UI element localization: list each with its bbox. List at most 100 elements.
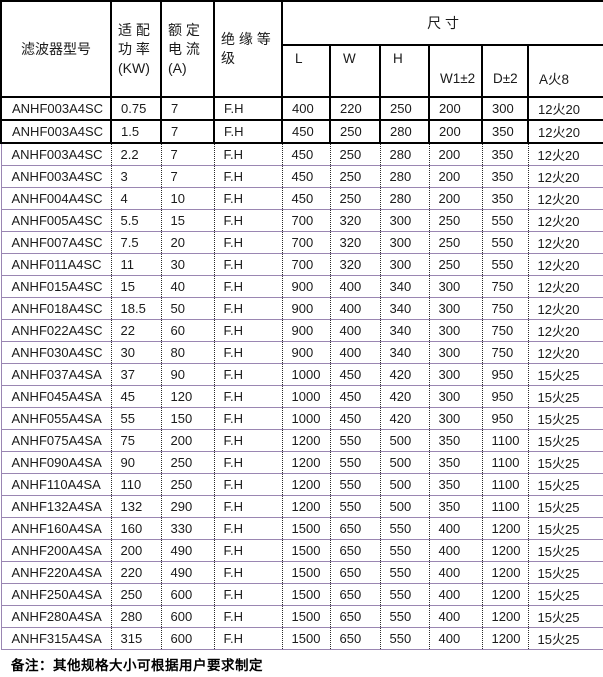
cell-dim-w1: 400 [428,517,482,540]
cell-current-a: 120 [160,385,214,408]
table-header: 滤波器型号 适 配 功 率 (KW) 额 定 电 流 (A) 绝 缘 等 级 尺… [0,0,603,98]
cell-dim-a: 15火25 [527,495,603,518]
table-row: ANHF075A4SA 75 200 F.H 1200 550 500 350 1100 15火2… [0,429,603,452]
cell-dim-l: 900 [281,275,330,298]
cell-dim-d: 1100 [481,429,528,452]
cell-power-kw: 220 [110,561,161,584]
table-row: ANHF005A4SC 5.5 15 F.H 700 320 300 250 550 12火20 [0,209,603,232]
cell-dim-d: 350 [481,187,528,210]
table-row: ANHF003A4SC 1.5 7 F.H 450 250 280 200 350 12火20 [0,119,603,144]
table-row: ANHF220A4SA 220 490 F.H 1500 650 550 400 1200 15火… [0,561,603,584]
cell-dim-d: 350 [481,165,528,188]
cell-dim-h: 420 [379,407,429,430]
cell-dim-w: 650 [329,583,380,606]
table-row: ANHF030A4SC 30 80 F.H 900 400 340 300 750 12火20 [0,341,603,364]
cell-power-kw: 5.5 [110,209,161,232]
cell-dim-w1: 300 [428,319,482,342]
cell-dim-h: 340 [379,297,429,320]
table-row: ANHF250A4SA 250 600 F.H 1500 650 550 400 1200 15火… [0,583,603,606]
cell-dim-d: 550 [481,231,528,254]
cell-power-kw: 22 [110,319,161,342]
cell-dim-a: 12火20 [527,209,603,232]
cell-dim-w: 400 [329,275,380,298]
cell-dim-d: 950 [481,363,528,386]
table-row: ANHF011A4SC 11 30 F.H 700 320 300 250 550 12火20 [0,253,603,276]
cell-dim-d: 1200 [481,605,528,628]
header-insulation-grade: 绝 缘 等 级 [213,0,283,98]
cell-dim-h: 300 [379,231,429,254]
cell-insulation-grade: F.H [213,539,282,562]
cell-dim-d: 750 [481,275,528,298]
cell-dim-l: 900 [281,341,330,364]
cell-model: ANHF250A4SA [0,583,111,606]
cell-dim-d: 950 [481,407,528,430]
cell-current-a: 30 [160,253,214,276]
header-current-a: 额 定 电 流 (A) [160,0,215,98]
cell-dim-d: 1200 [481,627,528,650]
table-row: ANHF004A4SC 4 10 F.H 450 250 280 200 350 12火20 [0,187,603,210]
cell-insulation-grade: F.H [213,495,282,518]
cell-dim-h: 300 [379,209,429,232]
cell-dim-w1: 350 [428,429,482,452]
cell-dim-d: 1200 [481,539,528,562]
cell-dim-w: 400 [329,341,380,364]
cell-dim-h: 250 [379,96,430,121]
cell-dim-w1: 250 [428,231,482,254]
cell-dim-d: 350 [481,119,529,144]
cell-dim-l: 1000 [281,363,330,386]
cell-dim-w: 650 [329,627,380,650]
cell-current-a: 50 [160,297,214,320]
cell-model: ANHF037A4SA [0,363,111,386]
cell-power-kw: 15 [110,275,161,298]
cell-power-kw: 110 [110,473,161,496]
cell-power-kw: 160 [110,517,161,540]
table-row: ANHF110A4SA 110 250 F.H 1200 550 500 350 1100 15火… [0,473,603,496]
cell-model: ANHF003A4SC [0,96,112,121]
table-row: ANHF280A4SA 280 600 F.H 1500 650 550 400 1200 15火… [0,605,603,628]
cell-dim-h: 280 [379,142,429,166]
cell-insulation-grade: F.H [213,275,282,298]
cell-insulation-grade: F.H [213,605,282,628]
cell-power-kw: 4 [110,187,161,210]
table-row: ANHF018A4SC 18.5 50 F.H 900 400 340 300 750 12火20 [0,297,603,320]
cell-model: ANHF018A4SC [0,297,111,320]
table-row: ANHF015A4SC 15 40 F.H 900 400 340 300 750 12火20 [0,275,603,298]
cell-dim-l: 450 [281,119,331,144]
cell-model: ANHF004A4SC [0,187,111,210]
table-row: ANHF200A4SA 200 490 F.H 1500 650 550 400 1200 15火… [0,539,603,562]
cell-power-kw: 3 [110,165,161,188]
cell-dim-w1: 300 [428,385,482,408]
cell-insulation-grade: F.H [213,429,282,452]
cell-model: ANHF003A4SC [0,142,111,166]
header-dim-d: D±2 [481,44,529,98]
cell-dim-l: 700 [281,209,330,232]
cell-dim-l: 1500 [281,627,330,650]
cell-dim-l: 1200 [281,473,330,496]
cell-insulation-grade: F.H [213,561,282,584]
cell-dim-d: 950 [481,385,528,408]
cell-dim-l: 1500 [281,561,330,584]
cell-dim-l: 1000 [281,385,330,408]
cell-dim-l: 450 [281,187,330,210]
cell-dim-d: 350 [481,142,528,166]
cell-dim-w: 250 [329,187,380,210]
cell-dim-a: 15火25 [527,583,603,606]
cell-dim-l: 1500 [281,539,330,562]
cell-dim-a: 15火25 [527,627,603,650]
cell-dim-h: 280 [379,187,429,210]
cell-dim-w: 400 [329,319,380,342]
table-row: ANHF045A4SA 45 120 F.H 1000 450 420 300 950 15火25 [0,385,603,408]
cell-insulation-grade: F.H [213,119,283,144]
cell-dim-w1: 250 [428,253,482,276]
header-row-top: 滤波器型号 适 配 功 率 (KW) 额 定 电 流 (A) 绝 缘 等 级 尺… [0,0,603,98]
table-row: ANHF160A4SA 160 330 F.H 1500 650 550 400 1200 15火… [0,517,603,540]
cell-dim-w: 250 [329,165,380,188]
header-dim-w1: W1±2 [428,44,483,98]
cell-current-a: 80 [160,341,214,364]
cell-model: ANHF030A4SC [0,341,111,364]
cell-dim-h: 550 [379,517,429,540]
cell-model: ANHF007A4SC [0,231,111,254]
cell-dim-w1: 300 [428,341,482,364]
cell-dim-h: 420 [379,363,429,386]
